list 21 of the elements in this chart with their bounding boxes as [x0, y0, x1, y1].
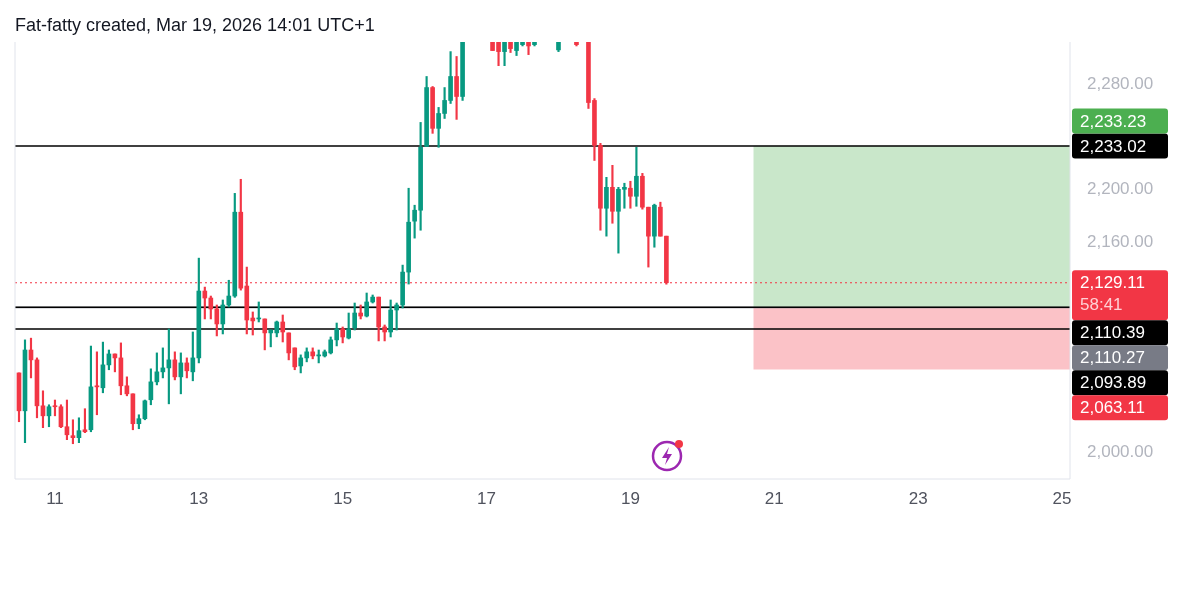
- chart-title: Fat-fatty created, Mar 19, 2026 14:01 UTC+1: [15, 15, 375, 36]
- x-tick-label: 21: [764, 488, 784, 508]
- y-tick-label: 2,000.00: [1087, 442, 1154, 462]
- band-label: 2,233.23: [1080, 111, 1147, 131]
- ref-line-label: 2,129.11: [1080, 273, 1145, 293]
- text: 58:41: [1080, 295, 1123, 315]
- x-tick-label: 17: [477, 488, 497, 508]
- ref-line-label: 2,093.89: [1080, 373, 1147, 393]
- y-tick-label: 2,200.00: [1087, 179, 1154, 199]
- y-tick-label: 2,160.00: [1087, 231, 1154, 251]
- ref-line-label: 2,110.39: [1080, 323, 1145, 343]
- x-tick-label: 19: [620, 488, 640, 508]
- x-tick-label: 23: [908, 488, 928, 508]
- x-tick-label: 13: [189, 488, 209, 508]
- x-tick-label: 15: [333, 488, 353, 508]
- ref-line-label: 2,233.02: [1080, 136, 1147, 156]
- ref-line-label: 2,110.27: [1080, 348, 1145, 368]
- x-tick-label: 25: [1052, 488, 1072, 508]
- band-label: 2,063.11: [1080, 398, 1145, 418]
- x-tick-label: 11: [46, 488, 64, 508]
- y-tick-label: 2,280.00: [1087, 73, 1154, 93]
